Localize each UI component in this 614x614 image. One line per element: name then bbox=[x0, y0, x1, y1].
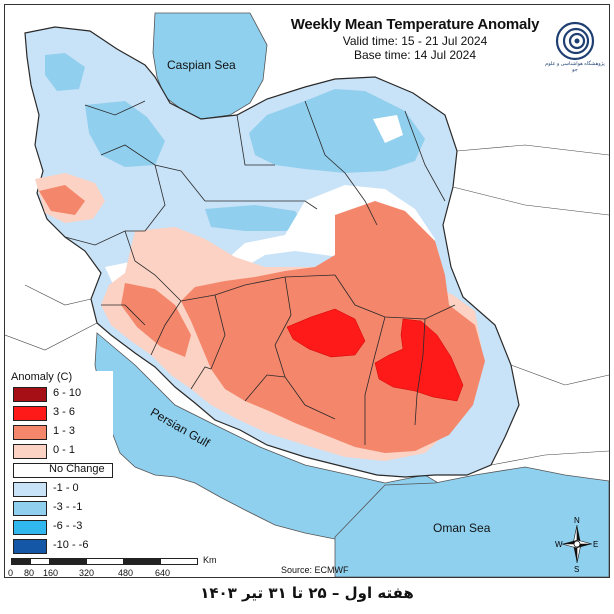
legend-swatch bbox=[13, 387, 47, 402]
legend-swatch bbox=[13, 520, 47, 535]
north-arrow-compass-icon: N S W E bbox=[555, 516, 598, 573]
legend-item: 0 - 1 bbox=[9, 442, 113, 461]
anomaly-patch bbox=[249, 89, 425, 173]
anomaly-patch bbox=[121, 283, 191, 357]
country-boundaries bbox=[5, 144, 609, 466]
legend-label: 3 - 6 bbox=[53, 406, 76, 418]
map-title-block: Weekly Mean Temperature Anomaly Valid ti… bbox=[260, 15, 570, 62]
scale-segment bbox=[11, 558, 31, 565]
anomaly-patch bbox=[374, 318, 464, 402]
logo-text: پژوهشگاه هواشناسی و علوم جو bbox=[545, 61, 605, 73]
scale-tick: 0 bbox=[8, 568, 14, 578]
legend-label: No Change bbox=[49, 463, 105, 475]
anomaly-patch bbox=[45, 53, 85, 91]
scale-unit: Km bbox=[203, 555, 217, 565]
compass-n: N bbox=[574, 516, 580, 525]
legend-item: -1 - 0 bbox=[9, 480, 113, 499]
legend-swatch bbox=[13, 425, 47, 440]
map-frame: Weekly Mean Temperature Anomaly Valid ti… bbox=[4, 4, 610, 578]
scale-segment bbox=[86, 558, 124, 565]
legend-label: 1 - 3 bbox=[53, 425, 76, 437]
scale-segment bbox=[123, 558, 161, 565]
legend-item: 6 - 10 bbox=[9, 385, 113, 404]
legend-item: No Change bbox=[9, 461, 113, 480]
meteorology-institute-logo-icon bbox=[555, 21, 595, 61]
compass-e: E bbox=[593, 540, 598, 549]
oman-sea-label: Oman Sea bbox=[433, 521, 491, 535]
legend-item: -10 - -6 bbox=[9, 537, 113, 556]
anomaly-patch bbox=[286, 308, 366, 358]
legend-swatch bbox=[13, 444, 47, 459]
compass-s: S bbox=[574, 565, 579, 573]
legend-item: -6 - -3 bbox=[9, 518, 113, 537]
anomaly-patch bbox=[373, 115, 403, 143]
compass-w: W bbox=[555, 540, 563, 549]
legend-label: -3 - -1 bbox=[53, 501, 83, 513]
legend-item: 3 - 6 bbox=[9, 404, 113, 423]
anomaly-patch bbox=[85, 101, 165, 167]
scale-tick: 160 bbox=[43, 568, 59, 578]
oman-sea bbox=[334, 466, 609, 577]
base-time: Base time: 14 Jul 2024 bbox=[353, 48, 477, 62]
legend-swatch bbox=[13, 482, 47, 497]
scale-segment bbox=[30, 558, 50, 565]
scale-tick: 640 bbox=[155, 568, 171, 578]
legend-swatch bbox=[13, 463, 113, 478]
temperature-anomaly-map bbox=[5, 12, 609, 577]
legend-label: 0 - 1 bbox=[53, 444, 76, 456]
legend-label: -10 - -6 bbox=[53, 539, 89, 551]
province-boundaries bbox=[64, 100, 456, 445]
legend-label: 6 - 10 bbox=[53, 387, 82, 399]
legend-swatch bbox=[13, 501, 47, 516]
valid-time: Valid time: 15 - 21 Jul 2024 bbox=[342, 34, 488, 48]
legend-title: Anomaly (C) bbox=[11, 371, 73, 383]
scale-tick: 80 bbox=[24, 568, 35, 578]
scale-tick: 480 bbox=[118, 568, 134, 578]
scale-bar bbox=[11, 558, 221, 565]
caspian-sea-label: Caspian Sea bbox=[167, 58, 236, 72]
legend-label: -6 - -3 bbox=[53, 520, 83, 532]
legend-item: -3 - -1 bbox=[9, 499, 113, 518]
anomaly-patch bbox=[39, 185, 85, 215]
scale-tick: 320 bbox=[79, 568, 95, 578]
anomaly-patch bbox=[205, 205, 305, 231]
legend-swatch bbox=[13, 539, 47, 554]
map-title: Weekly Mean Temperature Anomaly bbox=[290, 16, 540, 33]
legend-label: -1 - 0 bbox=[53, 482, 79, 494]
legend-item: 1 - 3 bbox=[9, 423, 113, 442]
persian-caption: هفته اول – ۲۵ تا ۳۱ تیر ۱۴۰۳ bbox=[200, 584, 414, 602]
legend-swatch bbox=[13, 406, 47, 421]
anomaly-legend: Anomaly (C) 6 - 10 3 - 6 1 - 3 0 - 1 No … bbox=[9, 371, 113, 556]
scale-segment bbox=[49, 558, 87, 565]
scale-segment bbox=[160, 558, 198, 565]
data-source: Source: ECMWF bbox=[281, 565, 349, 575]
